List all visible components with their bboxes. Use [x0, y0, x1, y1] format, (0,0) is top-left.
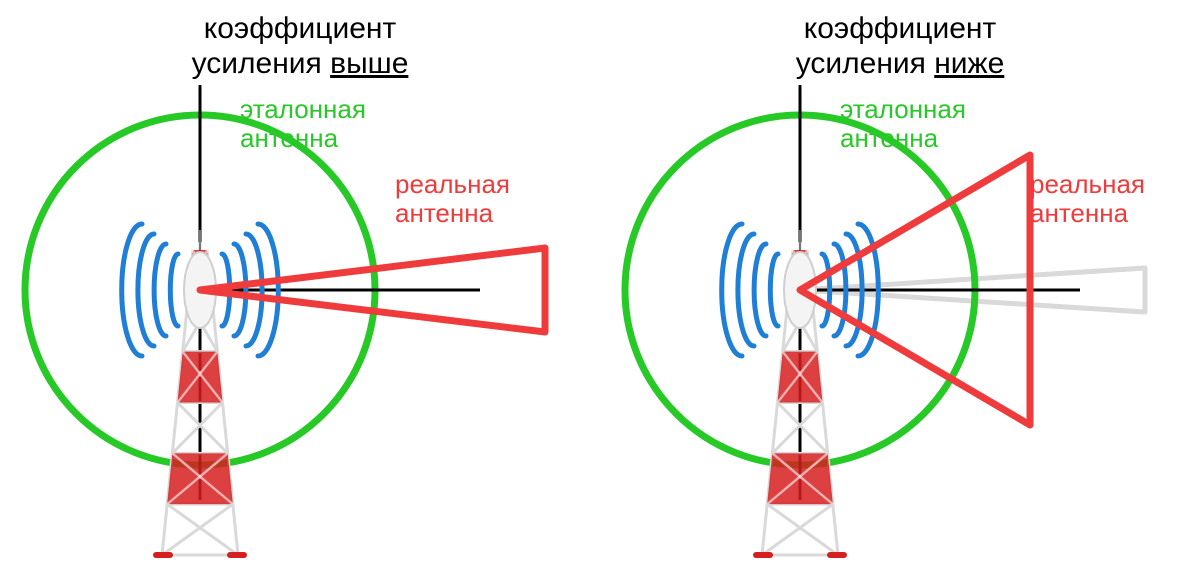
- diagram-panel-left: коэффициентусиления вышеэталоннаяантенна…: [0, 0, 600, 571]
- title-line2: усиления ниже: [600, 47, 1200, 82]
- panel-title: коэффициентусиления выше: [0, 12, 600, 81]
- title-line2: усиления выше: [0, 47, 600, 82]
- reference-label: эталоннаяантенна: [240, 95, 366, 152]
- real-label: реальнаяантенна: [395, 170, 510, 227]
- real-label-line1: реальная: [1030, 170, 1145, 199]
- reference-label-line2: антенна: [240, 124, 366, 153]
- antenna-tower: [122, 224, 279, 555]
- reference-label: эталоннаяантенна: [840, 95, 966, 152]
- real-label-line1: реальная: [395, 170, 510, 199]
- title-emph: ниже: [934, 47, 1004, 80]
- antenna-tower: [722, 224, 879, 555]
- reference-label-line1: эталонная: [240, 95, 366, 124]
- reference-label-line2: антенна: [840, 124, 966, 153]
- title-line1: коэффициент: [0, 12, 600, 47]
- title-emph: выше: [330, 47, 408, 80]
- panel-title: коэффициентусиления ниже: [600, 12, 1200, 81]
- real-label-line2: антенна: [1030, 199, 1145, 228]
- real-label: реальнаяантенна: [1030, 170, 1145, 227]
- diagram-svg: [600, 0, 1200, 571]
- reference-label-line1: эталонная: [840, 95, 966, 124]
- diagram-svg: [0, 0, 600, 571]
- diagram-panel-right: коэффициентусиления нижеэталоннаяантенна…: [600, 0, 1200, 571]
- title-line1: коэффициент: [600, 12, 1200, 47]
- real-label-line2: антенна: [395, 199, 510, 228]
